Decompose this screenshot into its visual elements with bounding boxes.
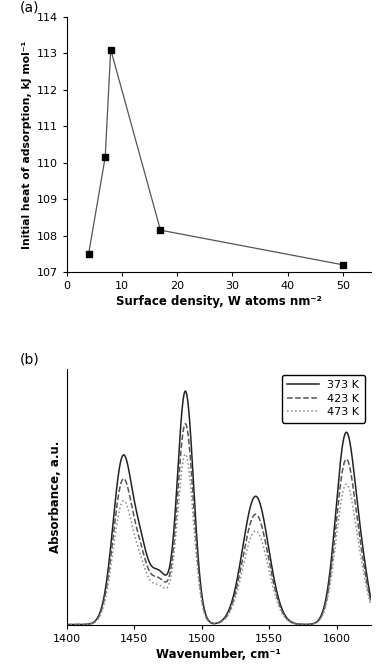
373 K [181,396,185,404]
423 K [329,560,334,568]
423 K [99,607,103,615]
423 K [64,621,69,629]
423 K [181,428,185,436]
Text: (b): (b) [19,353,39,367]
473 K [117,507,122,515]
373 K [117,465,122,473]
373 K [64,621,69,629]
373 K [368,593,373,601]
423 K [363,565,367,573]
373 K [183,387,188,395]
473 K [99,609,103,617]
Y-axis label: Absorbance, a.u.: Absorbance, a.u. [49,441,62,553]
Line: 423 K: 423 K [66,424,370,625]
373 K [363,556,367,564]
473 K [181,457,185,465]
Line: 373 K: 373 K [66,391,370,625]
373 K [99,605,103,613]
Y-axis label: Initial heat of adsorption, kJ mol⁻¹: Initial heat of adsorption, kJ mol⁻¹ [22,40,32,248]
373 K [329,550,334,558]
Text: (a): (a) [19,0,39,14]
473 K [194,552,199,560]
423 K [117,487,122,495]
473 K [329,569,334,577]
Legend: 373 K, 423 K, 473 K: 373 K, 423 K, 473 K [282,375,365,422]
X-axis label: Surface density, W atoms nm⁻²: Surface density, W atoms nm⁻² [116,295,321,309]
423 K [194,540,199,548]
473 K [368,601,373,609]
X-axis label: Wavenumber, cm⁻¹: Wavenumber, cm⁻¹ [156,648,281,661]
Line: 473 K: 473 K [66,454,370,625]
473 K [64,621,69,629]
473 K [183,450,188,458]
423 K [183,420,188,428]
423 K [368,597,373,605]
473 K [363,574,367,582]
373 K [194,527,199,535]
